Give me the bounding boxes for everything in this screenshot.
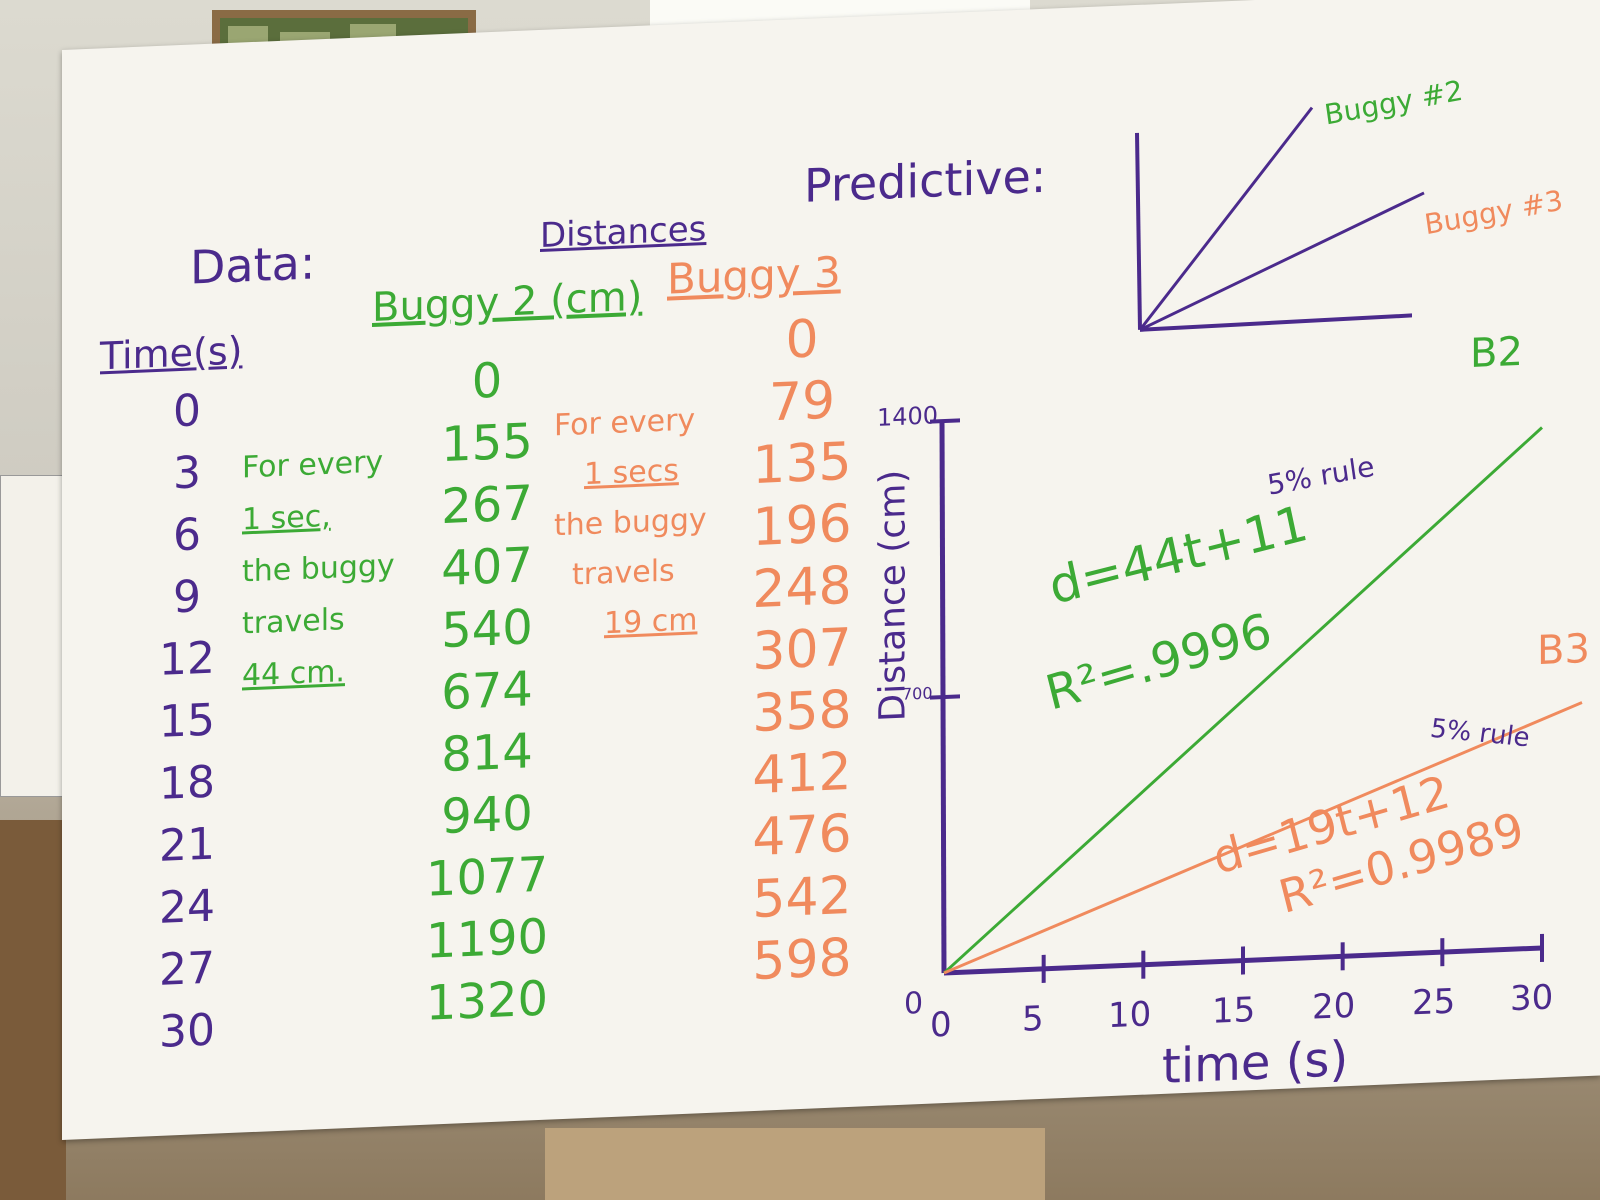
b3-line-label: B3 xyxy=(1537,625,1590,675)
x-tick-label: 5 xyxy=(1022,998,1044,1040)
distance-time-graph xyxy=(930,418,1583,983)
predictive-x-axis xyxy=(1139,313,1413,332)
x-axis-label: time (s) xyxy=(1162,1031,1349,1095)
y-tick-700 xyxy=(930,694,960,700)
y-tick-label-700: 700 xyxy=(902,683,933,704)
b2-line-label: B2 xyxy=(1470,328,1523,377)
whiteboard: Data: Distances Time(s) Buggy 2 (cm) Bug… xyxy=(62,0,1600,1141)
x-tick-label: 20 xyxy=(1312,985,1356,1028)
x-tick-label: 30 xyxy=(1510,977,1554,1020)
predictive-line-buggy2 xyxy=(1138,106,1314,331)
predictive-sketch xyxy=(1135,106,1425,332)
predictive-line-buggy3 xyxy=(1139,191,1425,332)
x-tick-marks xyxy=(1041,933,1544,983)
x-tick-label: 25 xyxy=(1412,981,1456,1024)
b2-fit-line xyxy=(943,426,1543,975)
b3-fit-line xyxy=(943,701,1583,975)
x-tick-label: 10 xyxy=(1108,994,1152,1037)
x-origin-label: 0 xyxy=(930,1004,952,1046)
y-origin-label: 0 xyxy=(904,985,924,1022)
side-paper-sheet xyxy=(0,475,68,797)
board-easel-base xyxy=(545,1128,1045,1200)
x-tick-label: 15 xyxy=(1212,989,1256,1032)
wooden-cabinet xyxy=(0,820,66,1200)
predictive-y-axis xyxy=(1135,132,1142,330)
y-tick-1400 xyxy=(930,418,960,424)
y-tick-label-1400: 1400 xyxy=(877,401,939,432)
